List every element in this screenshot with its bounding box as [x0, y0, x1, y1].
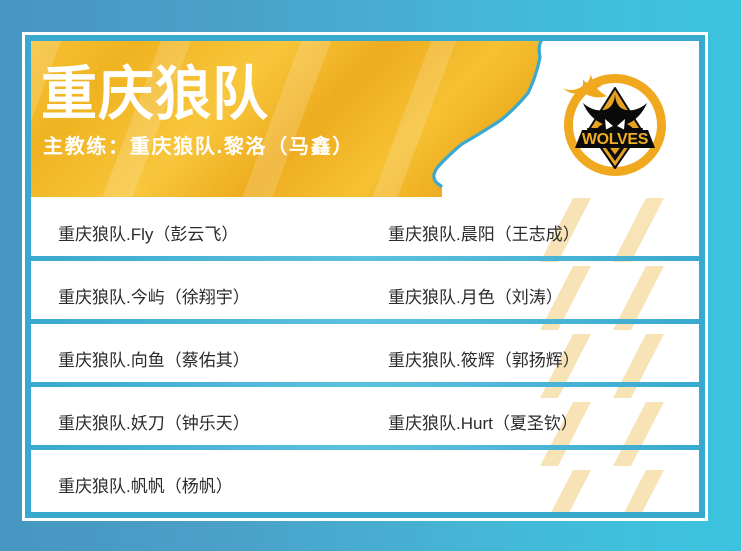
svg-text:WOLVES: WOLVES [582, 131, 649, 148]
